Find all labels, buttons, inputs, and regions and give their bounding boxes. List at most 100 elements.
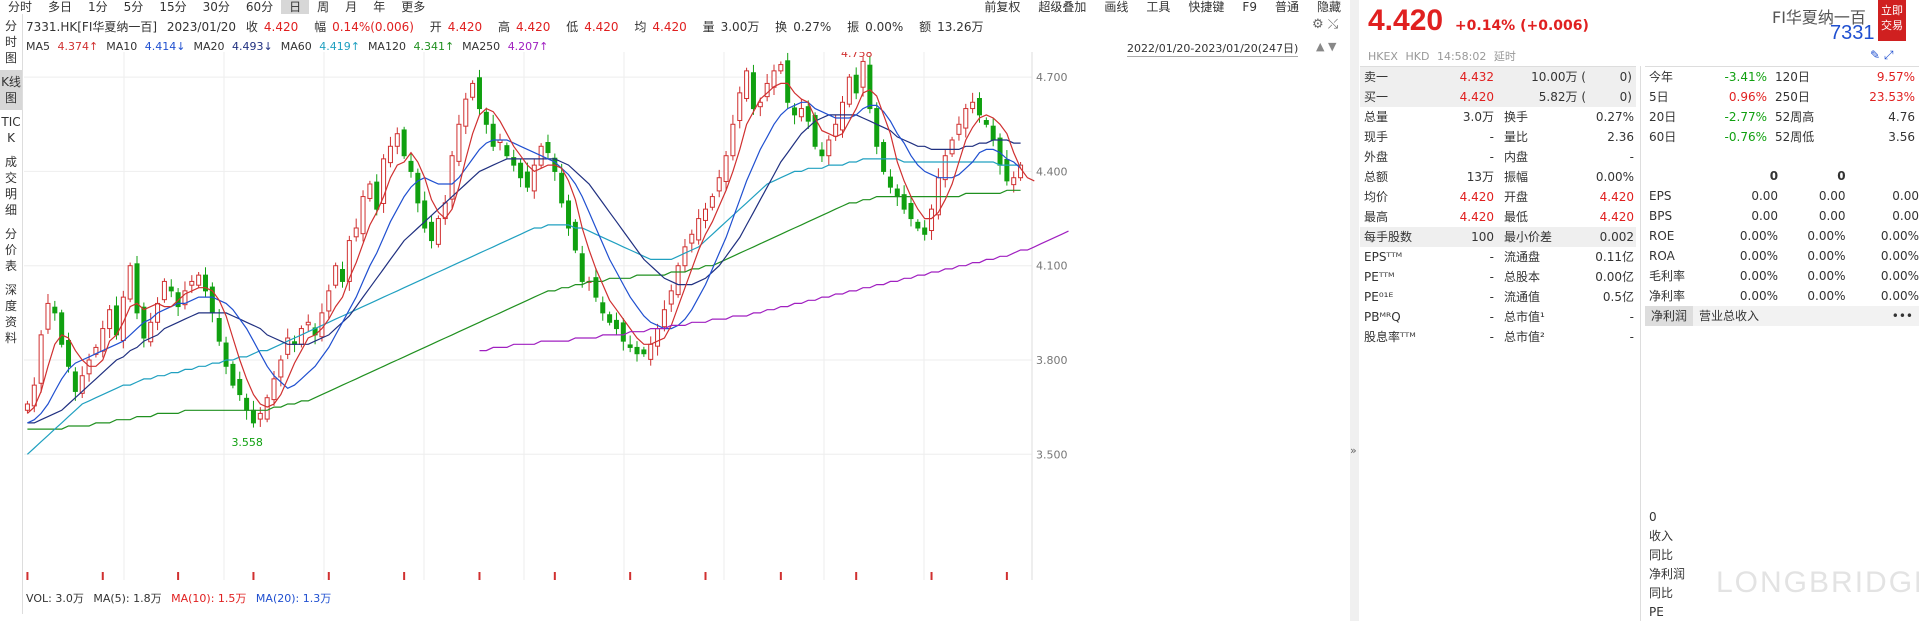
fin-value: 0.00%	[1739, 229, 1779, 243]
candle	[942, 149, 948, 188]
collapse-handle[interactable]: »	[1350, 0, 1359, 621]
tool-tab[interactable]: 普通	[1274, 0, 1299, 14]
period-tab[interactable]: 分时	[8, 0, 33, 14]
quote-value: 0)	[1619, 70, 1632, 84]
candle	[648, 336, 654, 366]
fin-key: 净利率	[1649, 289, 1686, 303]
candle	[326, 284, 332, 319]
left-nav-item[interactable]: 深度资料	[4, 283, 17, 345]
candle	[511, 149, 517, 172]
tool-tab[interactable]: 前复权	[984, 0, 1021, 14]
quote-key: 总市值²	[1504, 330, 1545, 344]
candle	[66, 332, 72, 373]
extreme-label: 4.758	[841, 52, 873, 60]
quote-row: EPSᵀᵀᴹ - 流通盘 0.11亿	[1360, 247, 1636, 267]
period-row: 5日 0.96% 250日 23.53%	[1645, 87, 1919, 107]
tool-tab[interactable]: 工具	[1146, 0, 1171, 14]
candle	[682, 239, 688, 272]
candle	[792, 103, 798, 125]
quote-key: 卖一	[1364, 70, 1389, 84]
candle	[661, 300, 667, 332]
fin-list-item: 0	[1649, 510, 1657, 524]
candle	[963, 103, 969, 138]
fin-tab[interactable]: 净利润	[1645, 306, 1694, 326]
ma-value: 4.493↓	[231, 40, 273, 53]
quote-key: 外盘	[1364, 150, 1389, 164]
volume-bar: VOL: 3.0万 MA(5): 1.8万 MA(10): 1.5万 MA(20…	[26, 590, 337, 606]
period-tab[interactable]: 周	[317, 0, 330, 14]
vol-ma5: MA(5): 1.8万	[93, 592, 162, 605]
stock-name: FI华夏纳一百	[1772, 8, 1866, 27]
left-nav-item[interactable]: 分价表	[4, 227, 17, 273]
range-adjust-icons[interactable]: ▲ ▼	[1316, 40, 1337, 53]
candle	[52, 300, 58, 321]
ma-label: MA20	[193, 40, 225, 53]
period-key: 60日	[1649, 130, 1677, 144]
candle	[244, 393, 250, 420]
ma-label: MA250	[462, 40, 501, 53]
left-nav-item[interactable]: TICK	[1, 115, 21, 145]
date-range[interactable]: 2022/01/20-2023/01/20(247日)	[1127, 42, 1299, 57]
delay-badge: 延时	[1493, 50, 1516, 63]
tool-tab[interactable]: F9	[1242, 0, 1257, 14]
candle	[929, 204, 935, 240]
candle	[524, 162, 530, 192]
candle	[970, 92, 976, 114]
volume-bar-mark	[101, 572, 104, 580]
candle	[771, 64, 777, 96]
quote-key: 流通盘	[1504, 250, 1541, 264]
chart-settings-icons[interactable]: ⚙ ⤯	[1312, 17, 1339, 32]
period-key: 20日	[1649, 110, 1677, 124]
quote-value: 13万	[1466, 170, 1494, 184]
volume-bar-mark	[779, 572, 782, 580]
quote-value: 0.00亿	[1595, 270, 1634, 284]
fin-value: 0.00	[1818, 189, 1846, 203]
candle	[387, 136, 393, 168]
period-tab[interactable]: 15分	[159, 0, 187, 14]
edit-icon[interactable]: ✎	[1870, 48, 1881, 62]
period-tab[interactable]: 5分	[123, 0, 144, 14]
fin-row: ROE 0.00% 0.00% 0.00%	[1645, 226, 1919, 246]
candle	[723, 151, 729, 191]
y-tick-label: 4.700	[1036, 71, 1068, 84]
left-nav-item[interactable]: K线图	[0, 70, 22, 110]
candle	[922, 220, 928, 241]
candle	[545, 134, 551, 159]
fin-value: 0.00	[1751, 209, 1779, 223]
quote-value: 3.0万	[1462, 110, 1494, 124]
candle	[415, 168, 421, 213]
tool-tab[interactable]: 隐藏	[1316, 0, 1341, 14]
period-value: 0.96%	[1728, 90, 1767, 104]
candle	[127, 262, 133, 303]
tool-tab[interactable]: 画线	[1104, 0, 1129, 14]
period-tab[interactable]: 60分	[245, 0, 274, 14]
period-tab[interactable]: 30分	[202, 0, 230, 14]
left-nav-item[interactable]: 成交明细	[4, 155, 17, 217]
trade-now-button[interactable]: 立即交易	[1878, 0, 1906, 41]
tool-tab[interactable]: 快捷键	[1188, 0, 1225, 14]
candle	[860, 56, 866, 97]
y-tick-label: 3.800	[1036, 354, 1068, 367]
brand-watermark: LONGBRIDGE	[1716, 566, 1919, 599]
fin-tab[interactable]: 营业总收入	[1699, 309, 1760, 323]
candle	[908, 197, 914, 227]
period-tab[interactable]: 年	[373, 0, 386, 14]
candlestick-chart[interactable]: 4.700 4.400 4.100 3.800 3.500 4.758 3.558	[24, 52, 1350, 580]
panel-icons[interactable]: ✎ ⤢	[1870, 48, 1894, 63]
period-tab[interactable]: 日	[281, 0, 310, 14]
tool-tab[interactable]: 超级叠加	[1038, 0, 1087, 14]
period-tab[interactable]: 月	[345, 0, 358, 14]
left-nav-item[interactable]: 分时图	[4, 19, 17, 65]
volume-bar-mark	[26, 572, 29, 580]
period-tab[interactable]: 多日	[48, 0, 73, 14]
candle	[894, 184, 900, 206]
candle	[429, 216, 435, 249]
fin-header-cell: 0	[1769, 169, 1779, 183]
fin-value: 0.00	[1751, 189, 1779, 203]
quote-row: 最高 4.420 最低 4.420	[1360, 207, 1636, 227]
more-icon[interactable]: •••	[1891, 309, 1913, 323]
period-tab[interactable]: 1分	[88, 0, 108, 14]
ma-indicator: MA5 4.374↑	[26, 40, 102, 53]
period-tab[interactable]: 更多	[401, 0, 426, 14]
resize-icon[interactable]: ⤢	[1883, 48, 1894, 62]
